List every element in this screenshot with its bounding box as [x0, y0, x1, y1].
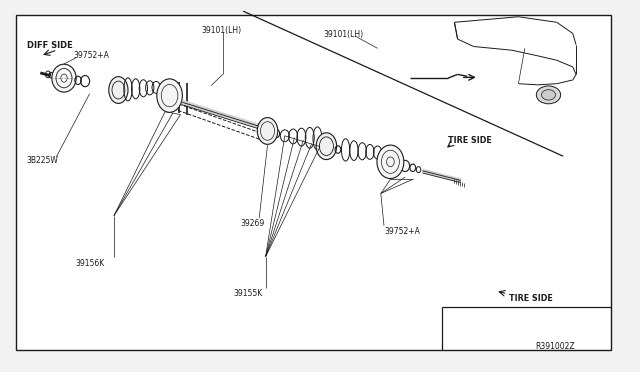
Text: 3B225W: 3B225W	[27, 156, 59, 165]
Text: 39155K: 39155K	[234, 289, 263, 298]
Text: TIRE SIDE: TIRE SIDE	[509, 294, 553, 303]
Ellipse shape	[316, 133, 337, 160]
Ellipse shape	[536, 86, 561, 104]
Ellipse shape	[157, 79, 182, 112]
Ellipse shape	[541, 90, 556, 100]
Text: 39101(LH): 39101(LH)	[202, 26, 242, 35]
Text: 39101(LH): 39101(LH)	[323, 30, 364, 39]
Ellipse shape	[377, 145, 404, 179]
Text: 39752+A: 39752+A	[384, 227, 420, 236]
Text: DIFF SIDE: DIFF SIDE	[27, 41, 72, 50]
Text: TIRE SIDE: TIRE SIDE	[448, 136, 492, 145]
Text: 39156K: 39156K	[76, 259, 105, 268]
Ellipse shape	[257, 118, 278, 144]
Ellipse shape	[52, 64, 76, 92]
Ellipse shape	[109, 77, 128, 103]
Text: R391002Z: R391002Z	[535, 342, 575, 351]
Text: 39752+A: 39752+A	[74, 51, 109, 60]
Text: 39269: 39269	[240, 219, 264, 228]
Polygon shape	[90, 83, 400, 194]
Bar	[16, 15, 611, 350]
